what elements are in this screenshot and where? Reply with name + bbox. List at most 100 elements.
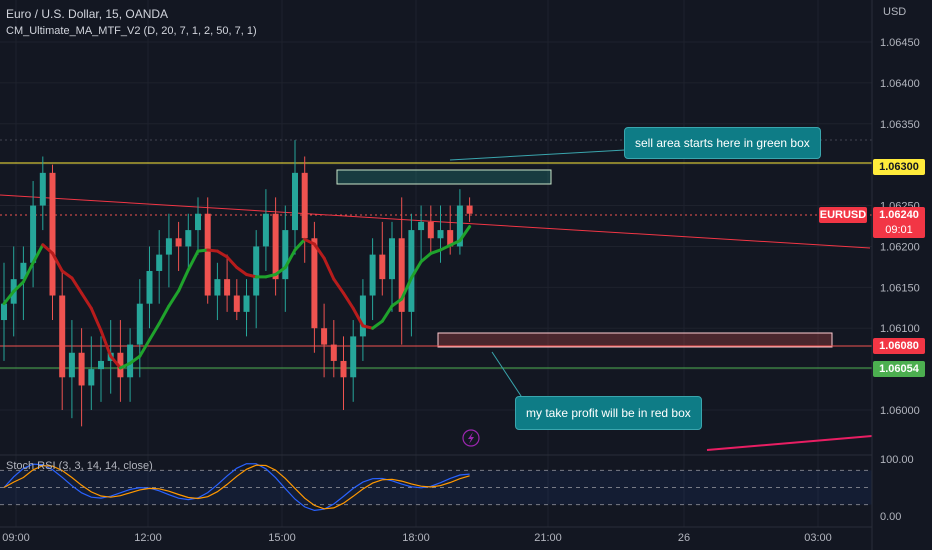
candle-body (68, 352, 75, 378)
candle-body (117, 352, 124, 378)
ma-segment (264, 272, 278, 279)
candle-body (233, 295, 240, 312)
candle-body (98, 360, 104, 370)
ma-segment (41, 243, 54, 255)
candle-body (437, 230, 444, 239)
candle-body (253, 246, 260, 296)
indicator-title[interactable]: CM_Ultimate_MA_MTF_V2 (D, 20, 7, 1, 2, 5… (6, 25, 257, 37)
ma-segment (293, 237, 307, 252)
ma-segment (225, 255, 239, 269)
candle-body (88, 369, 95, 386)
ma-segment (157, 304, 171, 326)
candle-body (262, 213, 269, 247)
candle-body (359, 295, 366, 337)
ma-segment (70, 276, 84, 295)
ma-segment (99, 329, 113, 358)
ma-segment (128, 354, 142, 365)
candle-body (185, 230, 192, 247)
ma-segment (118, 361, 132, 370)
candle-body (78, 352, 85, 386)
ma-segment (109, 354, 122, 370)
candle-body (418, 221, 425, 231)
price-tick-label: 1.06400 (880, 78, 920, 90)
candle-body (369, 254, 376, 296)
candle-body (165, 238, 172, 255)
chart-grid (0, 0, 872, 527)
candle-body (59, 295, 66, 378)
candle-body (214, 279, 221, 296)
candle-body (30, 205, 37, 263)
sell-callout-pointer (449, 149, 626, 161)
ma-segment (80, 291, 93, 310)
candle-body (146, 270, 153, 304)
countdown-tag: 09:01 (873, 222, 925, 238)
trend-lines (0, 149, 873, 451)
symbol-title[interactable]: Euro / U.S. Dollar, 15, OANDA (6, 7, 169, 21)
candle-body (195, 213, 201, 231)
tp-callout-pointer (491, 351, 526, 403)
time-tick-label: 09:00 (2, 532, 30, 544)
candle-body (330, 344, 337, 361)
green-level-tag: 1.06054 (873, 361, 925, 377)
ma-segment (2, 289, 16, 306)
ma-segment (167, 289, 181, 308)
time-tick-label: 21:00 (534, 532, 562, 544)
time-tick-label: 15:00 (268, 532, 296, 544)
candle-body (311, 238, 318, 329)
osc-tick-label: 0.00 (880, 511, 901, 523)
red-level-tag: 1.06080 (873, 338, 925, 354)
sell-area-callout[interactable]: sell area starts here in green box (624, 127, 821, 159)
candle-body (389, 238, 395, 280)
candle-body (447, 230, 454, 247)
ma-segment (186, 249, 200, 272)
ma-segment (138, 338, 151, 358)
pink-drawing-line (706, 435, 873, 451)
price-tick-label: 1.06150 (880, 282, 920, 294)
price-tick-label: 1.06100 (880, 323, 920, 335)
candle-body (456, 205, 463, 247)
ma-segment (380, 304, 394, 323)
candle-body (156, 254, 163, 271)
symbol-tag: EURUSD (819, 207, 867, 223)
candle-body (20, 262, 27, 280)
ma-segment (196, 248, 210, 253)
ma-segment (21, 261, 35, 284)
ma-segment (439, 243, 452, 252)
ma-segment (390, 297, 404, 308)
candle-body (427, 221, 434, 239)
stoch-d-line (3, 464, 470, 510)
moving-average-line (2, 225, 472, 370)
candle-body (301, 172, 308, 239)
candle-body (379, 254, 386, 280)
descending-trendline (0, 194, 871, 249)
time-tick-label: 26 (678, 532, 690, 544)
candle-body (224, 279, 231, 296)
ma-segment (12, 280, 25, 293)
candle-body (49, 172, 56, 296)
ma-segment (51, 251, 64, 273)
ma-segment (274, 265, 287, 276)
stoch-k-line (3, 463, 470, 512)
current-price-tag: 1.06240 (873, 207, 925, 223)
ma-segment (312, 242, 326, 260)
sell-callout-text: sell area starts here in green box (635, 136, 810, 150)
lightning-icon[interactable] (462, 429, 480, 447)
ma-segment (458, 225, 472, 243)
ma-segment (245, 272, 258, 279)
time-tick-label: 18:00 (402, 532, 430, 544)
stoch-rsi-title[interactable]: Stoch RSI (3, 3, 14, 14, close) (6, 460, 153, 472)
candle-body (136, 303, 143, 345)
candlestick-series (1, 140, 473, 427)
tp-callout-text: my take profit will be in red box (526, 406, 691, 420)
candle-body (350, 336, 357, 378)
price-tick-label: 1.06200 (880, 241, 920, 253)
ma-segment (148, 322, 161, 342)
candle-body (127, 344, 134, 378)
ma-segment (215, 249, 229, 259)
take-profit-callout[interactable]: my take profit will be in red box (515, 396, 702, 430)
ma-segment (235, 265, 248, 276)
ma-segment (177, 268, 190, 293)
zone-boxes (336, 169, 833, 348)
